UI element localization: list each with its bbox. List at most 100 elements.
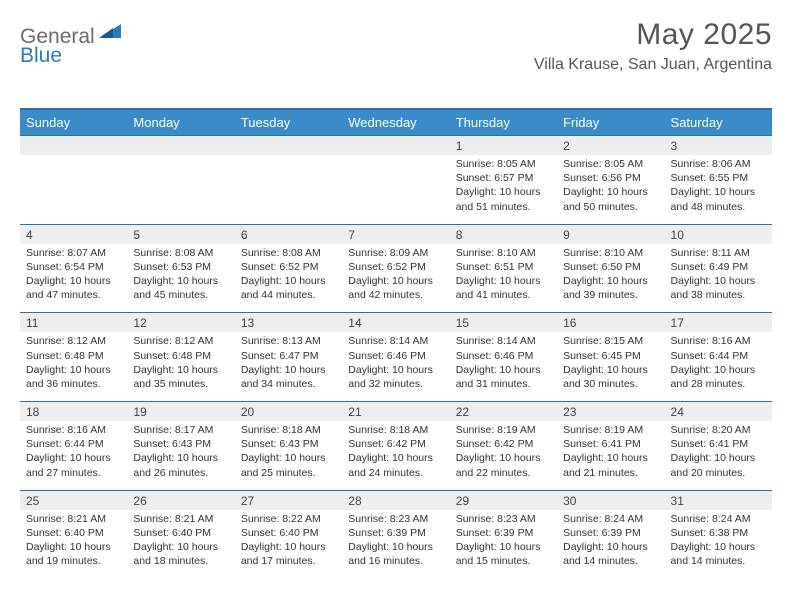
day-detail-cell: Sunrise: 8:23 AMSunset: 6:39 PMDaylight:…	[450, 510, 557, 579]
day-detail-cell: Sunrise: 8:14 AMSunset: 6:46 PMDaylight:…	[342, 332, 449, 401]
daylight-line: Daylight: 10 hours and 51 minutes.	[456, 185, 551, 213]
daylight-line: Daylight: 10 hours and 27 minutes.	[26, 451, 121, 479]
sunrise-line: Sunrise: 8:10 AM	[456, 246, 551, 260]
daylight-line: Daylight: 10 hours and 16 minutes.	[348, 540, 443, 568]
day-detail-cell: Sunrise: 8:18 AMSunset: 6:43 PMDaylight:…	[235, 421, 342, 490]
daylight-line: Daylight: 10 hours and 25 minutes.	[241, 451, 336, 479]
sunrise-line: Sunrise: 8:18 AM	[348, 423, 443, 437]
sunrise-line: Sunrise: 8:24 AM	[563, 512, 658, 526]
day-detail-row: Sunrise: 8:12 AM Sunset: 6:48 PM Daylight:…	[20, 332, 772, 401]
daylight-line: Daylight: 10 hours and 45 minutes.	[133, 274, 228, 302]
sunset-line: Sunset: 6:50 PM	[563, 260, 658, 274]
day-detail-cell: Sunrise: 8:20 AMSunset: 6:41 PMDaylight:…	[665, 421, 772, 490]
sunrise-line: Sunrise: 8:19 AM	[563, 423, 658, 437]
day-detail-cell: Sunrise: 8:24 AMSunset: 6:39 PMDaylight:…	[557, 510, 664, 579]
sunrise-line: Sunrise: 8:10 AM	[563, 246, 658, 260]
day-number-cell: 20	[235, 402, 342, 422]
calendar-body: 123 Sunrise: 8:05 AMSunset: 6:57 PMDayli…	[20, 136, 772, 579]
daylight-line: Daylight: 10 hours and 39 minutes.	[563, 274, 658, 302]
daylight-line: Daylight: 10 hours and 34 minutes.	[241, 363, 336, 391]
sunset-line: Sunset: 6:43 PM	[241, 437, 336, 451]
sunrise-line: Sunrise: 8:23 AM	[348, 512, 443, 526]
day-number-cell: 14	[342, 313, 449, 333]
day-detail-cell: Sunrise: 8:10 AMSunset: 6:51 PMDaylight:…	[450, 244, 557, 313]
day-detail-cell	[342, 155, 449, 224]
day-detail-cell: Sunrise: 8:19 AMSunset: 6:42 PMDaylight:…	[450, 421, 557, 490]
day-header: Saturday	[665, 109, 772, 136]
day-number-cell: 3	[665, 136, 772, 156]
sunset-line: Sunset: 6:39 PM	[348, 526, 443, 540]
daylight-line: Daylight: 10 hours and 18 minutes.	[133, 540, 228, 568]
daylight-line: Daylight: 10 hours and 50 minutes.	[563, 185, 658, 213]
day-detail-cell: Sunrise: 8:12 AMSunset: 6:48 PMDaylight:…	[20, 332, 127, 401]
sunrise-line: Sunrise: 8:17 AM	[133, 423, 228, 437]
day-number-cell: 31	[665, 490, 772, 510]
sunrise-line: Sunrise: 8:05 AM	[563, 157, 658, 171]
sunrise-line: Sunrise: 8:05 AM	[456, 157, 551, 171]
sunrise-line: Sunrise: 8:12 AM	[26, 334, 121, 348]
sunset-line: Sunset: 6:55 PM	[671, 171, 766, 185]
day-number-row: 45678910	[20, 224, 772, 244]
day-detail-cell: Sunrise: 8:21 AMSunset: 6:40 PMDaylight:…	[20, 510, 127, 579]
sunset-line: Sunset: 6:48 PM	[133, 349, 228, 363]
sunrise-line: Sunrise: 8:06 AM	[671, 157, 766, 171]
day-header: Friday	[557, 109, 664, 136]
sunrise-line: Sunrise: 8:23 AM	[456, 512, 551, 526]
daylight-line: Daylight: 10 hours and 14 minutes.	[671, 540, 766, 568]
sunset-line: Sunset: 6:46 PM	[456, 349, 551, 363]
daylight-line: Daylight: 10 hours and 17 minutes.	[241, 540, 336, 568]
day-detail-cell: Sunrise: 8:16 AMSunset: 6:44 PMDaylight:…	[20, 421, 127, 490]
logo-text-blue: Blue	[20, 44, 62, 67]
sunset-line: Sunset: 6:43 PM	[133, 437, 228, 451]
day-number-cell	[235, 136, 342, 156]
day-number-cell	[127, 136, 234, 156]
day-number-cell: 30	[557, 490, 664, 510]
day-detail-cell: Sunrise: 8:11 AMSunset: 6:49 PMDaylight:…	[665, 244, 772, 313]
daylight-line: Daylight: 10 hours and 32 minutes.	[348, 363, 443, 391]
location: Villa Krause, San Juan, Argentina	[534, 56, 772, 74]
sunrise-line: Sunrise: 8:11 AM	[671, 246, 766, 260]
day-detail-cell	[235, 155, 342, 224]
day-detail-row: Sunrise: 8:07 AMSunset: 6:54 PMDaylight:…	[20, 244, 772, 313]
day-detail-row: Sunrise: 8:16 AMSunset: 6:44 PMDaylight:…	[20, 421, 772, 490]
day-number-cell: 25	[20, 490, 127, 510]
day-number-cell: 23	[557, 402, 664, 422]
day-detail-cell: Sunrise: 8:09 AMSunset: 6:52 PMDaylight:…	[342, 244, 449, 313]
day-number-cell: 11	[20, 313, 127, 333]
day-detail-cell: Sunrise: 8:21 AMSunset: 6:40 PMDaylight:…	[127, 510, 234, 579]
day-detail-cell: Sunrise: 8:24 AMSunset: 6:38 PMDaylight:…	[665, 510, 772, 579]
day-number-cell	[342, 136, 449, 156]
daylight-line: Daylight: 10 hours and 21 minutes.	[563, 451, 658, 479]
day-detail-cell: Sunrise: 8:14 AMSunset: 6:46 PMDaylight:…	[450, 332, 557, 401]
sunset-line: Sunset: 6:45 PM	[563, 349, 658, 363]
day-detail-row: Sunrise: 8:21 AMSunset: 6:40 PMDaylight:…	[20, 510, 772, 579]
sunset-line: Sunset: 6:49 PM	[671, 260, 766, 274]
sunset-line: Sunset: 6:46 PM	[348, 349, 443, 363]
day-number-row: 25262728293031	[20, 490, 772, 510]
sunrise-line: Sunrise: 8:22 AM	[241, 512, 336, 526]
sunset-line: Sunset: 6:52 PM	[348, 260, 443, 274]
day-number-cell: 19	[127, 402, 234, 422]
daylight-line: Daylight: 10 hours and 14 minutes.	[563, 540, 658, 568]
daylight-line: Daylight: 10 hours and 42 minutes.	[348, 274, 443, 302]
day-header: Wednesday	[342, 109, 449, 136]
sunrise-line: Sunrise: 8:16 AM	[671, 334, 766, 348]
month-title: May 2025	[534, 18, 772, 52]
sunrise-line: Sunrise: 8:09 AM	[348, 246, 443, 260]
sunset-line: Sunset: 6:39 PM	[563, 526, 658, 540]
sunset-line: Sunset: 6:42 PM	[348, 437, 443, 451]
sunrise-line: Sunrise: 8:18 AM	[241, 423, 336, 437]
day-number-cell: 24	[665, 402, 772, 422]
title-block: May 2025 Villa Krause, San Juan, Argenti…	[534, 18, 772, 74]
sunset-line: Sunset: 6:56 PM	[563, 171, 658, 185]
sunset-line: Sunset: 6:40 PM	[133, 526, 228, 540]
day-number-row: 18192021222324	[20, 402, 772, 422]
sunset-line: Sunset: 6:44 PM	[26, 437, 121, 451]
day-detail-cell: Sunrise: 8:05 AMSunset: 6:57 PMDaylight:…	[450, 155, 557, 224]
day-detail-row: Sunrise: 8:05 AMSunset: 6:57 PMDaylight:…	[20, 155, 772, 224]
daylight-line: Daylight: 10 hours and 36 minutes.	[26, 363, 121, 391]
sunset-line: Sunset: 6:52 PM	[241, 260, 336, 274]
sunset-line: Sunset: 6:51 PM	[456, 260, 551, 274]
day-number-cell: 2	[557, 136, 664, 156]
day-detail-cell: Sunrise: 8:08 AMSunset: 6:53 PMDaylight:…	[127, 244, 234, 313]
